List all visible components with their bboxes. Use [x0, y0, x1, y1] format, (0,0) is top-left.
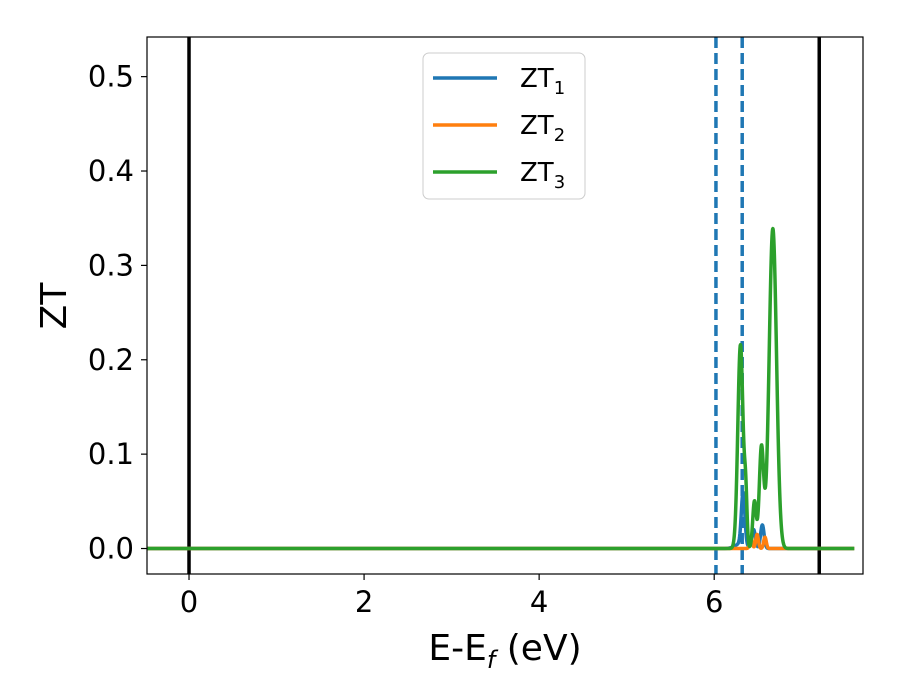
x-axis-label-main: E-E — [428, 628, 486, 669]
x-axis-label: E-Ef (eV) — [428, 628, 581, 674]
axes-frame — [146, 36, 864, 575]
x-axis-label-unit: (eV) — [495, 628, 581, 669]
y-tick-label-3: 0.3 — [88, 248, 134, 282]
y-axis-ticks: 0.0 0.1 0.2 0.3 0.4 0.5 — [88, 60, 147, 566]
y-tick-label-5: 0.5 — [88, 60, 134, 94]
y-axis-label: ZT — [34, 282, 75, 330]
legend-label-3: ZT3 — [520, 158, 565, 193]
plot-content — [145, 37, 856, 574]
x-tick-label-0: 0 — [180, 585, 198, 619]
y-tick-label-2: 0.2 — [88, 343, 134, 377]
legend-label-2: ZT2 — [520, 111, 565, 146]
series-line-3 — [145, 226, 856, 551]
x-tick-label-2: 4 — [530, 585, 548, 619]
x-tick-label-3: 6 — [705, 585, 723, 619]
x-axis-ticks: 0 2 4 6 — [180, 574, 723, 619]
legend-box — [422, 52, 586, 200]
y-tick-label-0: 0.0 — [88, 532, 134, 566]
y-tick-label-4: 0.4 — [88, 154, 134, 188]
y-tick-label-1: 0.1 — [88, 437, 134, 471]
legend-label-1: ZT1 — [520, 64, 565, 99]
legend: ZT1 ZT2 ZT3 — [422, 52, 586, 200]
x-tick-label-1: 2 — [355, 585, 373, 619]
